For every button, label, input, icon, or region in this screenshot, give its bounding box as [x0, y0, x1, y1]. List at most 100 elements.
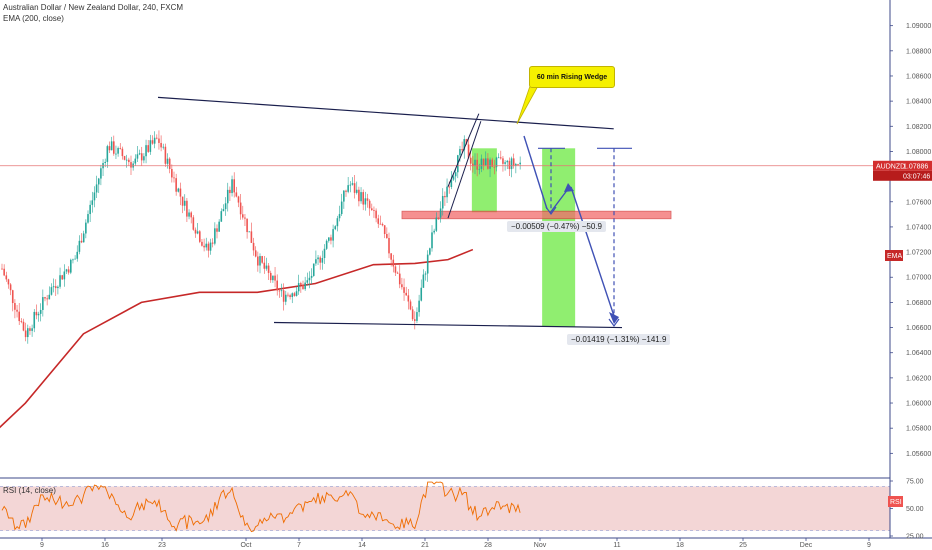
candle-body	[330, 237, 332, 241]
candle-body	[177, 188, 180, 192]
candle-body	[439, 208, 442, 218]
candle-body	[482, 158, 485, 166]
candle-body	[310, 275, 313, 278]
candle-body	[70, 259, 72, 273]
candle-body	[512, 158, 515, 166]
candle-body	[392, 259, 395, 267]
price-tick-label: 1.06400	[906, 350, 931, 357]
candle-body	[504, 162, 506, 164]
candle-body	[489, 159, 491, 169]
candle-body	[282, 290, 285, 302]
candle-body	[441, 195, 444, 209]
candle-body	[362, 192, 364, 205]
candle-body	[57, 286, 59, 289]
time-tick-label: Nov	[534, 542, 547, 549]
candle-body	[491, 159, 493, 167]
candle-body	[61, 275, 63, 280]
time-tick-label: 9	[40, 542, 44, 549]
candle-body	[237, 196, 240, 203]
candle-body	[435, 217, 438, 231]
candle-body	[383, 225, 386, 235]
candle-body	[106, 146, 109, 162]
candle-body	[319, 257, 321, 263]
candle-body	[452, 176, 455, 180]
candle-body	[39, 309, 42, 314]
candle-body	[398, 273, 401, 285]
candle-body	[480, 158, 483, 169]
candle-body	[405, 292, 407, 296]
candle-body	[72, 259, 74, 261]
candle-body	[338, 214, 341, 219]
candle-body	[153, 137, 156, 144]
candle-body	[123, 156, 126, 160]
candle-body	[188, 212, 190, 217]
candle-body	[93, 192, 96, 201]
candle-body	[291, 293, 294, 298]
candle-body	[44, 297, 46, 299]
candle-body	[151, 140, 154, 144]
projection-leg-3	[570, 186, 615, 317]
candle-body	[411, 309, 414, 320]
candle-body	[349, 184, 352, 186]
candle-body	[97, 178, 100, 185]
candle-body	[63, 271, 66, 280]
price-tick-label: 1.05800	[906, 426, 931, 433]
price-tick-label: 1.08200	[906, 124, 931, 131]
candle-body	[91, 200, 94, 205]
time-tick-label: 18	[676, 542, 684, 549]
candle-body	[162, 146, 165, 148]
candle-body	[272, 275, 274, 281]
candle-body	[510, 158, 513, 170]
rsi-tick-label: 50.00	[906, 506, 924, 513]
candle-body	[186, 200, 188, 217]
candle-body	[366, 198, 369, 201]
candle-body	[203, 245, 205, 248]
lower-trendline	[273, 321, 623, 329]
candle-body	[414, 319, 416, 321]
candle-body	[424, 273, 427, 275]
candle-body	[515, 164, 517, 166]
candle-body	[257, 256, 259, 266]
candle-body	[306, 280, 309, 283]
candle-body	[429, 248, 431, 255]
candle-body	[345, 190, 347, 192]
price-tick-label: 1.08600	[906, 73, 931, 80]
candle-body	[11, 290, 14, 304]
candle-body	[147, 145, 149, 152]
price-tick-label: 1.07200	[906, 250, 931, 257]
time-tick-label: 21	[421, 542, 429, 549]
target-2-zone	[542, 148, 576, 327]
candle-body	[444, 195, 446, 198]
candle-body	[497, 157, 500, 159]
candle-body	[461, 149, 463, 151]
candle-body	[136, 154, 139, 159]
candle-body	[95, 184, 98, 193]
candle-body	[487, 158, 489, 169]
candle-body	[50, 287, 53, 295]
ema-200-line	[0, 248, 474, 429]
candle-body	[158, 138, 160, 143]
upper-trendline	[157, 96, 614, 130]
candle-body	[244, 217, 246, 219]
price-tick-label: 1.05600	[906, 451, 931, 458]
candle-body	[267, 265, 270, 273]
candle-body	[100, 168, 102, 179]
price-tick-label: 1.09000	[906, 23, 931, 30]
candle-body	[394, 266, 397, 273]
candle-body	[205, 243, 208, 248]
candle-body	[469, 157, 472, 164]
candle-body	[27, 328, 29, 338]
candle-body	[125, 159, 128, 161]
candle-body	[278, 290, 281, 292]
candle-body	[171, 168, 173, 178]
candle-body	[377, 218, 380, 224]
candle-body	[140, 153, 143, 161]
candle-body	[381, 224, 384, 226]
projection-arrowhead-up	[564, 183, 574, 192]
candle-body	[16, 309, 18, 312]
time-tick-label: Dec	[800, 542, 813, 549]
candle-body	[37, 313, 40, 316]
candle-body	[246, 218, 248, 233]
candle-body	[85, 222, 87, 234]
